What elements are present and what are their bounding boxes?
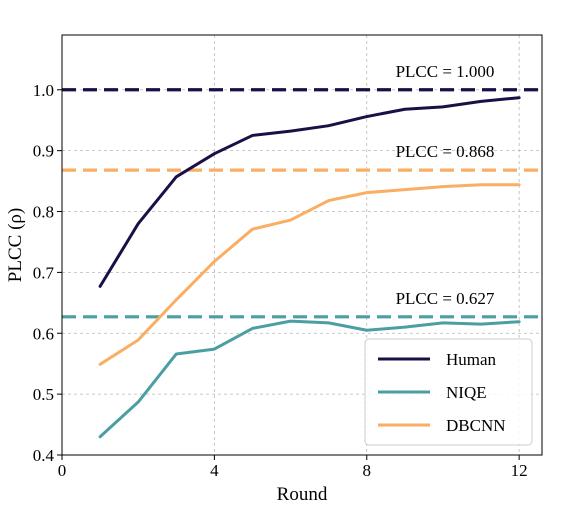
x-tick-label: 8 [363, 461, 372, 480]
y-tick-label: 1.0 [33, 81, 54, 100]
legend: Human NIQE DBCNN [364, 338, 533, 446]
annotations: PLCC = 1.000 PLCC = 0.868 PLCC = 0.627 [396, 62, 495, 308]
axis-ticks: 0 4 8 12 0.4 0.5 0.6 0.7 0.8 0.9 1.0 [33, 81, 528, 480]
reference-label-niqe: PLCC = 0.627 [396, 289, 495, 308]
x-tick-label: 12 [511, 461, 528, 480]
x-tick-label: 4 [210, 461, 219, 480]
series-line-human [98, 96, 521, 288]
y-axis-label: PLCC (ρ) [5, 208, 26, 282]
y-tick-label: 0.4 [33, 446, 55, 465]
reference-lines [62, 88, 542, 319]
reference-label-human: PLCC = 1.000 [396, 62, 495, 81]
y-tick-label: 0.7 [33, 263, 55, 282]
legend-box [364, 338, 533, 446]
legend-label-niqe: NIQE [446, 383, 487, 402]
series-line-dbcnn [98, 183, 521, 366]
plot-frame [61, 34, 543, 456]
legend-label-human: Human [446, 350, 497, 369]
y-tick-label: 0.9 [33, 142, 54, 161]
reference-label-dbcnn: PLCC = 0.868 [396, 142, 495, 161]
legend-label-dbcnn: DBCNN [446, 416, 506, 435]
series-line-niqe [98, 319, 521, 439]
x-tick-label: 0 [58, 461, 67, 480]
y-tick-label: 0.8 [33, 203, 54, 222]
y-tick-label: 0.6 [33, 324, 54, 343]
y-tick-label: 0.5 [33, 385, 54, 404]
series-lines [98, 96, 521, 439]
x-axis-label: Round [277, 484, 328, 505]
